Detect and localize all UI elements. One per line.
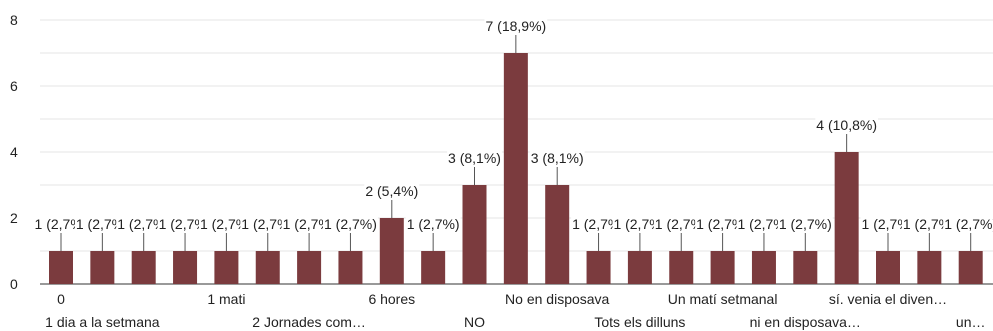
- data-label: 3 (8,1%): [531, 150, 584, 166]
- data-label-background: [815, 117, 879, 133]
- data-label-background: [281, 216, 337, 232]
- bar: [462, 185, 487, 284]
- data-label-background: [484, 18, 548, 34]
- x-category-label: Tots els dilluns: [594, 314, 685, 330]
- y-tick-label: 4: [10, 144, 18, 160]
- bar: [958, 251, 983, 284]
- data-label-background: [157, 216, 213, 232]
- x-category-label: 1 mati: [207, 291, 245, 307]
- x-category-label: 6 hores: [368, 291, 415, 307]
- bar: [545, 185, 570, 284]
- x-category-label: NO: [464, 314, 485, 330]
- data-label: 1 (2,7%): [572, 216, 625, 232]
- bar: [255, 251, 280, 284]
- bar: [586, 251, 611, 284]
- data-label-background: [529, 150, 585, 166]
- data-label-background: [901, 216, 957, 232]
- bars: [49, 53, 983, 284]
- data-label-background: [860, 216, 916, 232]
- data-label: 4 (10,8%): [816, 117, 877, 133]
- bar: [173, 251, 198, 284]
- bar: [297, 251, 322, 284]
- data-label: 1 (2,7%): [779, 216, 832, 232]
- data-label: 1 (2,7%): [35, 216, 88, 232]
- data-label: 1 (2,7%): [200, 216, 253, 232]
- x-category-label: Un matí setmanal: [668, 291, 778, 307]
- data-label: 2 (5,4%): [365, 183, 418, 199]
- y-tick-label: 2: [10, 210, 18, 226]
- bar: [90, 251, 115, 284]
- data-label-background: [240, 216, 296, 232]
- x-axis-labels: 0 1 dia a la setmana 1 mati 2 Jornades com……: [45, 291, 985, 330]
- bar: [876, 251, 900, 284]
- x-category-label: 1 dia a la setmana: [45, 314, 160, 330]
- data-label: 1 (2,7%): [283, 216, 336, 232]
- data-label: 3 (8,1%): [448, 150, 501, 166]
- data-label-background: [571, 216, 627, 232]
- data-label: 1 (2,7%): [862, 216, 915, 232]
- data-label-background: [364, 183, 420, 199]
- y-tick-label: 8: [10, 12, 18, 28]
- y-axis-ticks: 0 2 4 6 8: [10, 12, 18, 292]
- data-label-background: [736, 216, 792, 232]
- data-label-background: [322, 216, 378, 232]
- x-category-label: ni en disposava…: [750, 314, 861, 330]
- x-category-label: sí. venia el diven…: [829, 291, 947, 307]
- bar: [379, 218, 404, 284]
- bar: [793, 251, 818, 284]
- data-label: 1 (2,7%): [655, 216, 708, 232]
- data-label-background: [612, 216, 668, 232]
- x-category-label: 0: [57, 291, 65, 307]
- x-category-label: 2 Jornades com…: [252, 314, 366, 330]
- data-label-background: [943, 216, 993, 232]
- y-tick-label: 6: [10, 78, 18, 94]
- bar: [421, 251, 446, 284]
- bar: [917, 251, 942, 284]
- data-label-background: [74, 216, 130, 232]
- bar: [214, 251, 239, 284]
- data-label: 1 (2,7%): [241, 216, 294, 232]
- data-label-background: [447, 150, 502, 166]
- bar: [131, 251, 156, 284]
- data-label: 7 (18,9%): [485, 18, 546, 34]
- data-label: 1 (2,7%): [324, 216, 377, 232]
- data-label-background: [116, 216, 172, 232]
- x-category-label: No en disposava: [505, 291, 610, 307]
- data-label-background: [405, 216, 461, 232]
- data-label-background: [33, 216, 89, 232]
- bar: [669, 251, 694, 284]
- data-label: 1 (2,7%): [737, 216, 790, 232]
- bar: [627, 251, 652, 284]
- bar: [338, 251, 363, 284]
- data-label-background: [198, 216, 254, 232]
- data-label: 1 (2,7%): [944, 216, 993, 232]
- data-label: 1 (2,7%): [613, 216, 666, 232]
- data-label-background: [695, 216, 751, 232]
- bar: [49, 251, 73, 284]
- data-label: 1 (2,7%): [117, 216, 170, 232]
- data-label-background: [777, 216, 833, 232]
- data-label: 1 (2,7%): [76, 216, 129, 232]
- bar: [751, 251, 776, 284]
- x-category-label: un…: [956, 314, 986, 330]
- data-label-background: [653, 216, 709, 232]
- data-label: 1 (2,7%): [696, 216, 749, 232]
- bar: [834, 152, 859, 284]
- bar: [710, 251, 735, 284]
- data-label: 1 (2,7%): [407, 216, 460, 232]
- bar: [503, 53, 528, 284]
- data-labels: 1 (2,7%)1 (2,7%)1 (2,7%)1 (2,7%)1 (2,7%)…: [33, 18, 993, 251]
- data-label: 1 (2,7%): [903, 216, 956, 232]
- y-tick-label: 0: [10, 276, 18, 292]
- data-label: 1 (2,7%): [159, 216, 212, 232]
